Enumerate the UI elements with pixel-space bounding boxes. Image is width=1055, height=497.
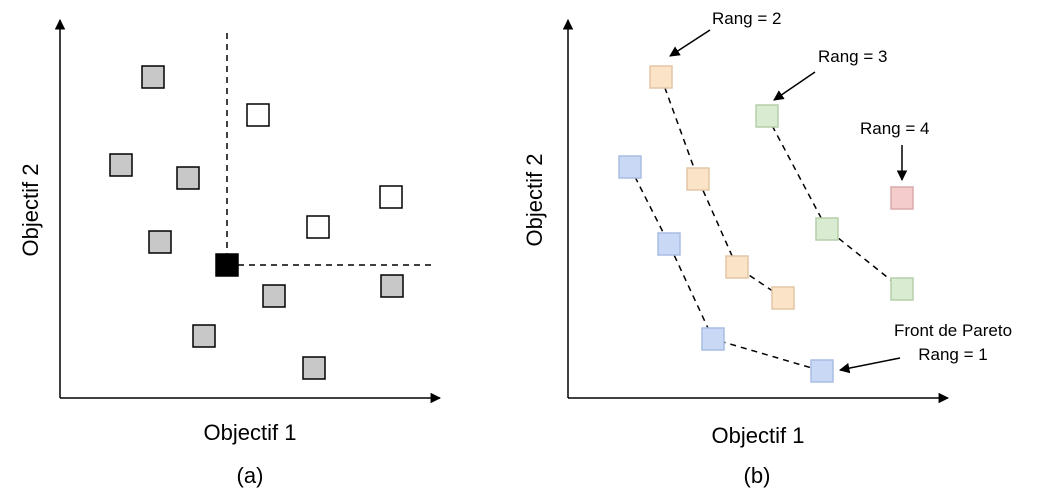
panel-a-non-dominated-point (379, 185, 403, 209)
panel-b-rank-3-front-line (766, 115, 903, 290)
panel-a-dominated-point (380, 274, 404, 298)
panel-a-non-dominated-point (246, 103, 270, 127)
panel-b-rank-4-point (890, 186, 914, 210)
panel-b-rank-1-front-line (629, 166, 823, 372)
panel-b-rank-2-front-line (660, 76, 784, 299)
panel-a-dominated-point (148, 230, 172, 254)
panel-b-rank-3-arrow (773, 71, 816, 101)
panel-b-rank-1-point (701, 327, 725, 351)
panel-a-dominated-point (262, 284, 286, 308)
panel-b-rank-1-point (810, 359, 834, 383)
panel-b-rank-2-point (771, 286, 795, 310)
panel-b-y-axis-label: Objectif 2 (522, 154, 547, 247)
panel-b-rank-2-point (649, 65, 673, 89)
panel-b-rank-2-label: Rang = 2 (712, 9, 781, 28)
panel-b-rank-1-arrow (838, 357, 901, 374)
panel-b-rank-3-label: Rang = 3 (818, 47, 887, 66)
panel-b-rank-3-point (815, 217, 839, 241)
panel-b-caption: (b) (744, 463, 771, 488)
panel-a-dominated-point (109, 153, 133, 177)
panel-b-rank-2-point (725, 255, 749, 279)
panel-a-dominated-point (192, 324, 216, 348)
panel-a: Objectif 1 Objectif 2 (a) (18, 18, 442, 488)
panel-a-dominated-point (176, 166, 200, 190)
panel-a-reference-point (215, 253, 239, 277)
panel-b-rank-1-point (618, 155, 642, 179)
panel-b-rank-3-point (755, 104, 779, 128)
panel-a-x-axis-label: Objectif 1 (204, 420, 297, 445)
panel-b-rank-2-arrow (669, 29, 711, 57)
panel-b-rank-1-label: Rang = 1 (918, 345, 987, 364)
panel-a-non-dominated-point (306, 215, 330, 239)
panel-a-caption: (a) (237, 463, 264, 488)
panel-a-dominated-point (302, 356, 326, 380)
panel-a-y-axis-label: Objectif 2 (18, 164, 43, 257)
panel-b: Rang = 2 Rang = 3 Rang = 4 Front de Pare… (522, 9, 1012, 488)
panel-b-rank-1-point (657, 232, 681, 256)
panel-b-pareto-front-label: Front de Pareto (894, 321, 1012, 340)
panel-b-rank-4-label: Rang = 4 (860, 119, 929, 138)
panel-a-dominated-point (141, 65, 165, 89)
panel-b-rank-2-point (686, 167, 710, 191)
panel-b-x-axis-label: Objectif 1 (712, 423, 805, 448)
panel-b-rank-3-point (890, 277, 914, 301)
